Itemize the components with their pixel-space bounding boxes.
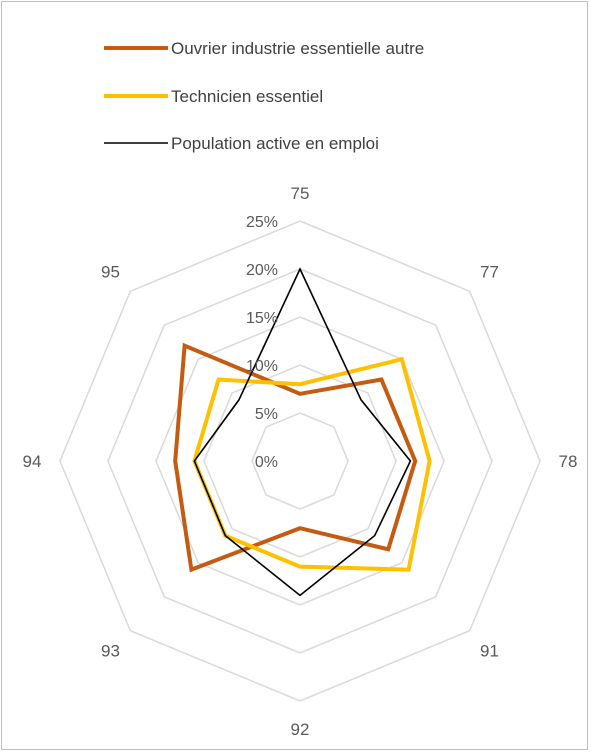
legend-entry-ouvrier: Ouvrier industrie essentielle autre: [104, 39, 424, 58]
tick-label: 5%: [255, 406, 278, 423]
legend: Ouvrier industrie essentielle autre Tech…: [104, 39, 424, 153]
legend-label: Population active en emploi: [171, 134, 379, 153]
category-label: 94: [23, 452, 42, 471]
series-line: [193, 267, 412, 597]
grid-ring: [203, 364, 397, 558]
series-line: [192, 356, 432, 572]
category-label: 91: [480, 642, 499, 661]
category-labels: 75 77 78 91 92 93 94 95: [23, 184, 578, 739]
legend-entry-technicien: Technicien essentiel: [104, 87, 323, 106]
legend-label: Ouvrier industrie essentielle autre: [171, 39, 424, 58]
grid-ring: [251, 412, 349, 510]
legend-entry-population: Population active en emploi: [104, 134, 379, 153]
category-label: 75: [291, 184, 310, 203]
category-label: 95: [101, 262, 120, 281]
category-label: 92: [291, 720, 310, 739]
tick-label: 15%: [246, 310, 278, 327]
tick-label: 25%: [246, 214, 278, 231]
series-line: [173, 342, 418, 573]
grid-ring: [59, 220, 541, 702]
category-label: 93: [101, 642, 120, 661]
legend-label: Technicien essentiel: [171, 87, 323, 106]
category-label: 77: [480, 262, 499, 281]
grid-ring: [155, 316, 445, 606]
radar-grid: [59, 220, 541, 702]
grid-ring: [107, 268, 493, 654]
category-label: 78: [559, 452, 578, 471]
radar-series: [173, 267, 432, 597]
tick-label: 0%: [255, 454, 278, 471]
tick-label: 20%: [246, 262, 278, 279]
tick-label: 10%: [246, 358, 278, 375]
radial-tick-labels: 0% 5% 10% 15% 20% 25%: [246, 214, 278, 471]
